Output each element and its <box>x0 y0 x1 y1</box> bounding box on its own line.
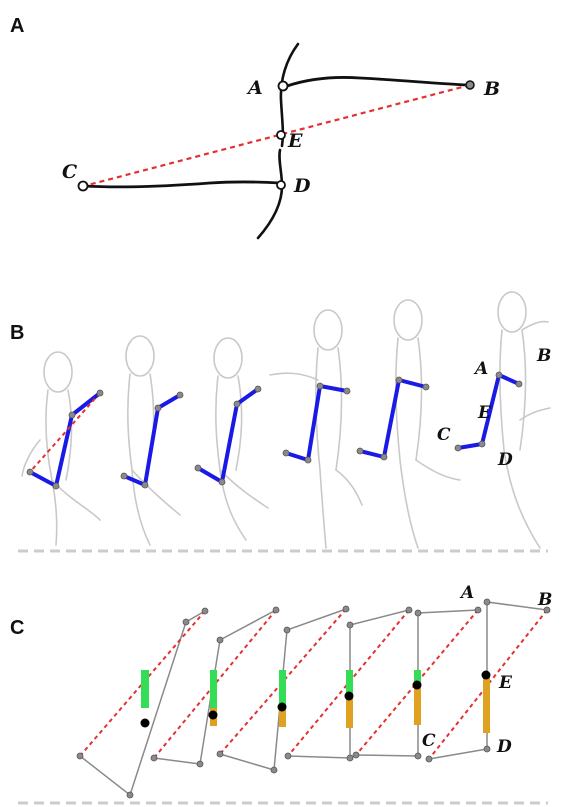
point-b-label: B <box>483 78 500 100</box>
limb-pair-3 <box>194 385 262 486</box>
c-point-e-label: E <box>498 673 513 693</box>
b-point-b-label: B <box>536 346 551 366</box>
limb-c-d <box>82 180 282 189</box>
joint-e <box>276 130 286 140</box>
point-a-label: A <box>246 77 263 99</box>
frame-1 <box>76 607 209 799</box>
frame-2 <box>150 606 280 768</box>
lizard-5 <box>393 299 461 549</box>
lizard-6 <box>497 291 551 549</box>
lizard-1 <box>21 351 101 546</box>
frame-6 <box>425 598 551 763</box>
limb-pair-1 <box>26 389 104 490</box>
lizard-3 <box>213 337 269 541</box>
c-point-b-label: B <box>537 590 552 610</box>
point-c-label: C <box>62 161 77 183</box>
c-point-a-label: A <box>459 583 474 603</box>
c-point-c-label: C <box>422 731 436 751</box>
b-point-a-label: A <box>473 359 488 379</box>
lizard-4 <box>269 309 363 549</box>
limb-pair-2 <box>120 391 184 489</box>
joint-a <box>277 80 289 92</box>
panel-b-label: B <box>10 322 24 344</box>
b-point-d-label: D <box>497 450 513 470</box>
joint-c <box>77 180 89 192</box>
point-d-label: D <box>293 175 311 197</box>
limb-a-b <box>285 76 470 88</box>
joint-b <box>465 80 475 90</box>
b-point-c-label: C <box>437 425 451 445</box>
panel-a-sketch: A B C D E <box>62 42 500 240</box>
b-point-e-label: E <box>477 403 492 423</box>
joint-d <box>276 180 286 190</box>
point-e-label: E <box>287 130 303 152</box>
frame-4 <box>284 606 413 762</box>
limb-pair-4 <box>282 382 351 464</box>
panel-c-diagrams: A B C D E <box>76 583 552 799</box>
spine-lower <box>256 148 284 240</box>
panel-a-label: A <box>10 15 24 37</box>
frame-5 <box>352 606 482 760</box>
limb-pair-6 <box>454 371 523 452</box>
c-point-d-label: D <box>496 737 512 757</box>
limb-pair-5 <box>356 376 430 461</box>
frame-3 <box>216 605 350 774</box>
panel-b-lizards: A B C D E <box>21 291 551 549</box>
panel-c-label: C <box>10 617 24 639</box>
